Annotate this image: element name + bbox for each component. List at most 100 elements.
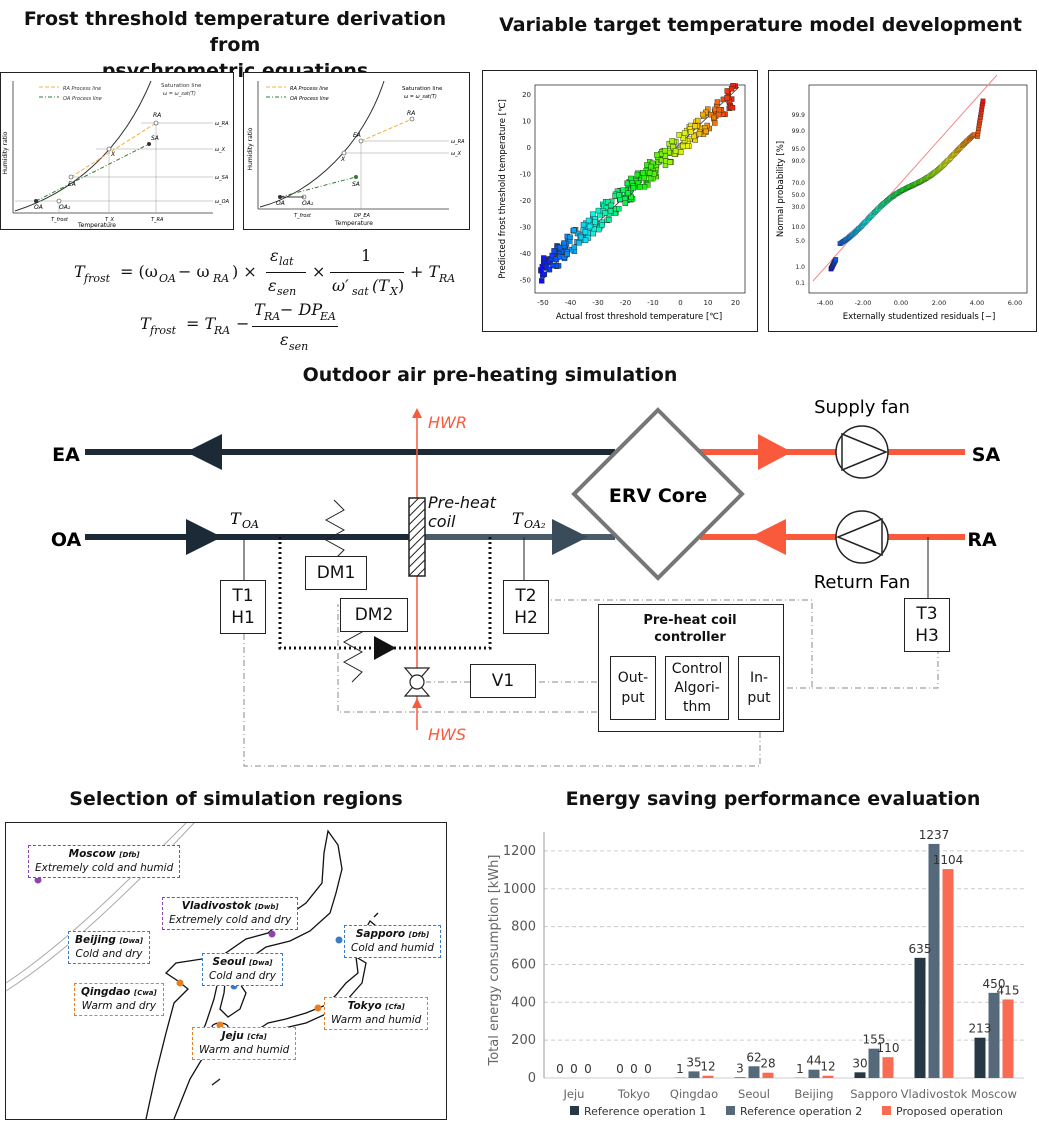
omega-ra-left: ω_RA: [215, 121, 229, 127]
omega-ra-right: ω_RA: [451, 139, 465, 145]
scatter1-point: [623, 201, 628, 206]
bar: [883, 1057, 894, 1078]
bar: [855, 1072, 866, 1078]
sapporo-marker[interactable]: [336, 937, 343, 944]
scatter1-point: [591, 231, 596, 236]
scatter1-point: [590, 212, 595, 217]
scatter2-point: [834, 257, 838, 261]
bar: [689, 1071, 700, 1078]
legend-label: Reference operation 2: [740, 1105, 862, 1118]
bar-value-label: 0: [584, 1062, 592, 1076]
ra-label: RA: [967, 529, 997, 551]
hwr-label: HWR: [428, 413, 467, 432]
ylabel-right: Humidity ratio: [247, 127, 254, 170]
scatter2-ytick: 99.9: [792, 112, 806, 119]
saturation-eq: ω = ω_sat(T): [163, 91, 196, 97]
scatter1-point: [562, 241, 567, 246]
scatter1-ytick: 20: [522, 91, 531, 99]
region-label-tokyo: Tokyo [Cfa]Warm and humid: [324, 997, 428, 1030]
scatter1-point: [557, 254, 562, 259]
scatter1-point: [712, 115, 717, 120]
output-block: Out- put: [610, 656, 656, 720]
scatter1-point: [600, 222, 605, 227]
scatter1-point: [587, 224, 592, 229]
scatter1-point: [603, 210, 608, 215]
scatter1-point: [700, 112, 705, 117]
t2-h2-sensor: T2 H2: [503, 580, 549, 634]
scatter1-point: [730, 105, 735, 110]
equation-2: T frost = T RA − T RA − DP EA ε sen: [140, 300, 400, 350]
scatter1-point: [635, 172, 640, 177]
tick-tfrost-right: T_frost: [294, 213, 312, 219]
tick-dpea-right: DP_EA: [354, 213, 371, 219]
bar-xtick: Vladivostok: [901, 1087, 968, 1101]
bar-xtick: Tokyo: [617, 1087, 650, 1101]
pt-x-right: X: [340, 156, 346, 163]
pt-ea-left: EA: [68, 181, 76, 188]
pt-oa-left: OA: [34, 204, 43, 211]
supply-fan-label: Supply fan: [814, 397, 910, 418]
scatter1-point: [678, 150, 683, 155]
bar: [915, 958, 926, 1078]
bar-value-label: 0: [570, 1062, 578, 1076]
bar-value-label: 30: [852, 1056, 867, 1070]
toa2-sub: OA₂: [524, 518, 545, 531]
valve-icon: [410, 675, 424, 689]
eq1-den2-arg: (T: [372, 276, 389, 295]
scatter1-point: [640, 170, 645, 175]
eq1-num2: 1: [361, 246, 371, 265]
bar-xtick: Qingdao: [670, 1087, 718, 1101]
dm2-box: DM2: [340, 598, 408, 632]
scatter1-point: [637, 184, 642, 189]
scatter1-point: [673, 148, 678, 153]
bar: [929, 844, 940, 1078]
equation-1: T frost = (ω OA − ω RA ) × ε lat ε sen ×…: [74, 246, 474, 302]
preheat-coil-label: Pre-heat coil: [428, 493, 496, 531]
vladivostok-marker[interactable]: [269, 931, 276, 938]
xlabel-left: Temperature: [77, 222, 116, 229]
scatter1-point: [697, 131, 702, 136]
scatter1-point: [571, 228, 576, 233]
simulation-heading: Outdoor air pre-heating simulation: [0, 362, 980, 388]
omega-sa-left: ω_SA: [215, 175, 229, 181]
scatter1-point: [583, 238, 588, 243]
bar-value-label: 28: [760, 1057, 775, 1071]
legend-label: Proposed operation: [896, 1105, 1003, 1118]
qingdao-marker[interactable]: [177, 980, 184, 987]
scatter1-point: [596, 227, 601, 232]
omega-oa-left: ω_OA: [215, 199, 230, 205]
scatter1-ytick: -20: [520, 197, 531, 205]
scatter1-point: [625, 191, 630, 196]
scatter2-ytick: 90.0: [792, 158, 806, 165]
bar-xtick: Seoul: [738, 1087, 770, 1101]
scatter1-point: [596, 208, 601, 213]
t1-h1-sensor: T1 H1: [220, 580, 266, 634]
eq2-lhs-sub: frost: [150, 324, 176, 337]
toa-sub: OA: [242, 518, 259, 531]
scatter2-ylabel: Normal probability [%]: [776, 141, 786, 237]
eq2-num-sub: RA: [264, 310, 280, 323]
scatter1-ytick: 0: [527, 144, 531, 152]
tokyo-marker[interactable]: [315, 1005, 322, 1012]
scatter1-point: [712, 120, 717, 125]
scatter1-point: [688, 129, 693, 134]
pt-oa-right: OA: [276, 200, 285, 207]
eq1-s1: OA: [159, 272, 176, 285]
bar-xtick: Sapporo: [850, 1087, 898, 1101]
eq2-num-rest: − DP: [280, 300, 322, 319]
psychrometric-right-svg: RA Process line OA Process line Saturati…: [244, 73, 469, 229]
pt-ra-right: RA: [407, 110, 415, 117]
scatter1-point: [577, 240, 582, 245]
scatter2-ytick: 50.0: [792, 192, 806, 199]
scatter1-point: [578, 235, 583, 240]
region-label-qingdao: Qingdao [Cwa]Warm and dry: [74, 983, 164, 1016]
scatter1-ytick: -40: [520, 250, 531, 258]
legend-swatch: [882, 1106, 891, 1115]
bar-value-label: 1237: [919, 828, 950, 842]
scatter1-point: [670, 138, 675, 143]
hws-label: HWS: [428, 725, 466, 744]
scatter1-xtick: -10: [647, 299, 658, 307]
scatter2-ytick: 10.0: [792, 224, 806, 231]
scatter1-point: [717, 107, 722, 112]
